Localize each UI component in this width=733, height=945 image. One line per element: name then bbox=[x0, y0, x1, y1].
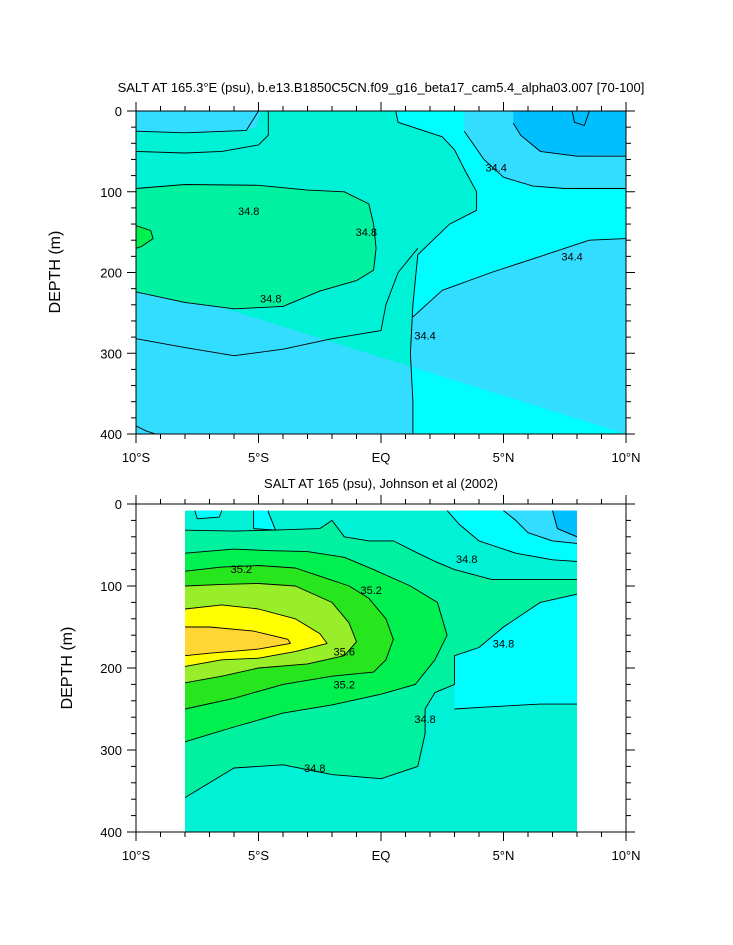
salinity-region-level-34-0 bbox=[513, 111, 626, 157]
salinity-region-level-35-8 bbox=[185, 627, 291, 656]
panel-bottom-ticks: 10°S 5°S EQ 5°N 10°N 0 100 200 300 400 bbox=[100, 495, 641, 863]
panel-bottom-ylabel: DEPTH (m) bbox=[59, 627, 76, 710]
panel-top-ylabel: DEPTH (m) bbox=[47, 231, 64, 314]
contour-line bbox=[454, 703, 577, 710]
salinity-region-level-34-8 bbox=[136, 184, 377, 309]
contour-line bbox=[136, 225, 154, 249]
y-tick-label: 300 bbox=[100, 743, 122, 758]
panel-top-contours bbox=[136, 111, 626, 434]
x-tick-label: EQ bbox=[372, 450, 391, 465]
x-tick-label: 10°S bbox=[122, 450, 151, 465]
salinity-region-level-34-0 bbox=[552, 510, 577, 537]
contour-line bbox=[184, 593, 578, 798]
contour-label: 34.4 bbox=[561, 251, 582, 263]
contour-line bbox=[136, 111, 259, 134]
contour-line bbox=[184, 548, 448, 743]
panel-top-ticks: 10°S 5°S EQ 5°N 10°N 0 100 200 300 400 bbox=[100, 102, 641, 465]
panel-bottom-contour-labels: 35.2 35.2 35.6 35.2 34.8 34.8 34.8 34.8 bbox=[231, 554, 515, 775]
contour-line bbox=[503, 510, 578, 544]
contour-line bbox=[446, 510, 578, 562]
contour-label: 34.8 bbox=[304, 763, 325, 775]
contour-line bbox=[194, 510, 223, 520]
panel-top: SALT AT 165.3°E (psu), b.e13.B1850C5CN.f… bbox=[47, 80, 644, 465]
contour-line bbox=[184, 604, 328, 667]
y-tick-label: 100 bbox=[100, 185, 122, 200]
contour-label: 34.4 bbox=[414, 330, 435, 342]
contour-line bbox=[136, 111, 269, 154]
y-tick-label: 300 bbox=[100, 346, 122, 361]
contour-label: 34.8 bbox=[356, 227, 377, 239]
x-tick-label: 10°N bbox=[611, 848, 640, 863]
x-tick-label: 5°S bbox=[248, 848, 269, 863]
x-tick-label: 5°N bbox=[493, 848, 515, 863]
contour-label: 35.6 bbox=[334, 647, 355, 659]
contour-line bbox=[184, 519, 577, 580]
x-tick-label: EQ bbox=[372, 848, 391, 863]
contour-label: 34.8 bbox=[456, 554, 477, 566]
contour-line bbox=[136, 184, 377, 310]
contour-label: 34.4 bbox=[485, 163, 506, 175]
panel-top-fills bbox=[136, 111, 626, 434]
y-tick-label: 0 bbox=[115, 497, 122, 512]
contour-label: 34.8 bbox=[260, 293, 281, 305]
contour-label: 34.8 bbox=[493, 638, 514, 650]
x-tick-label: 5°S bbox=[248, 450, 269, 465]
contour-line bbox=[512, 122, 626, 157]
contour-label: 34.8 bbox=[238, 206, 259, 218]
panel-bottom: SALT AT 165 (psu), Johnson et al (2002) … bbox=[59, 476, 641, 863]
salinity-region-level-34-2 bbox=[136, 238, 626, 434]
x-tick-label: 10°S bbox=[122, 848, 151, 863]
contour-line bbox=[412, 238, 626, 318]
contour-label: 35.2 bbox=[231, 564, 252, 576]
contour-line bbox=[184, 565, 394, 710]
panel-top-contour-labels: 34.8 34.8 34.8 34.4 34.4 34.4 bbox=[238, 163, 583, 343]
x-tick-label: 5°N bbox=[493, 450, 515, 465]
panel-top-title: SALT AT 165.3°E (psu), b.e13.B1850C5CN.f… bbox=[118, 80, 645, 95]
contour-line bbox=[395, 111, 478, 434]
contour-line bbox=[136, 248, 419, 357]
x-tick-label: 10°N bbox=[611, 450, 640, 465]
y-tick-label: 0 bbox=[115, 104, 122, 119]
panel-bottom-fills bbox=[185, 510, 577, 832]
contour-label: 34.8 bbox=[414, 714, 435, 726]
panel-bottom-contours bbox=[184, 510, 578, 798]
salinity-region-level-34-4 bbox=[194, 510, 222, 519]
contour-line bbox=[463, 130, 626, 189]
salinity-region-level-34-4 bbox=[454, 594, 577, 709]
y-tick-label: 200 bbox=[100, 266, 122, 281]
y-tick-label: 200 bbox=[100, 661, 122, 676]
y-tick-label: 400 bbox=[100, 825, 122, 840]
contour-line bbox=[136, 425, 156, 434]
contour-line bbox=[571, 111, 590, 126]
salinity-region-level-35-0 bbox=[136, 225, 154, 249]
contour-label: 35.2 bbox=[360, 585, 381, 597]
y-tick-label: 100 bbox=[100, 579, 122, 594]
contour-line bbox=[184, 583, 357, 684]
salinity-region-level-34-2 bbox=[136, 111, 261, 132]
contour-line bbox=[552, 510, 578, 538]
y-tick-label: 400 bbox=[100, 427, 122, 442]
contour-label: 35.2 bbox=[334, 679, 355, 691]
panel-bottom-title: SALT AT 165 (psu), Johnson et al (2002) bbox=[264, 476, 498, 491]
salinity-region-level-34-4 bbox=[253, 510, 276, 531]
contour-line bbox=[184, 626, 291, 657]
